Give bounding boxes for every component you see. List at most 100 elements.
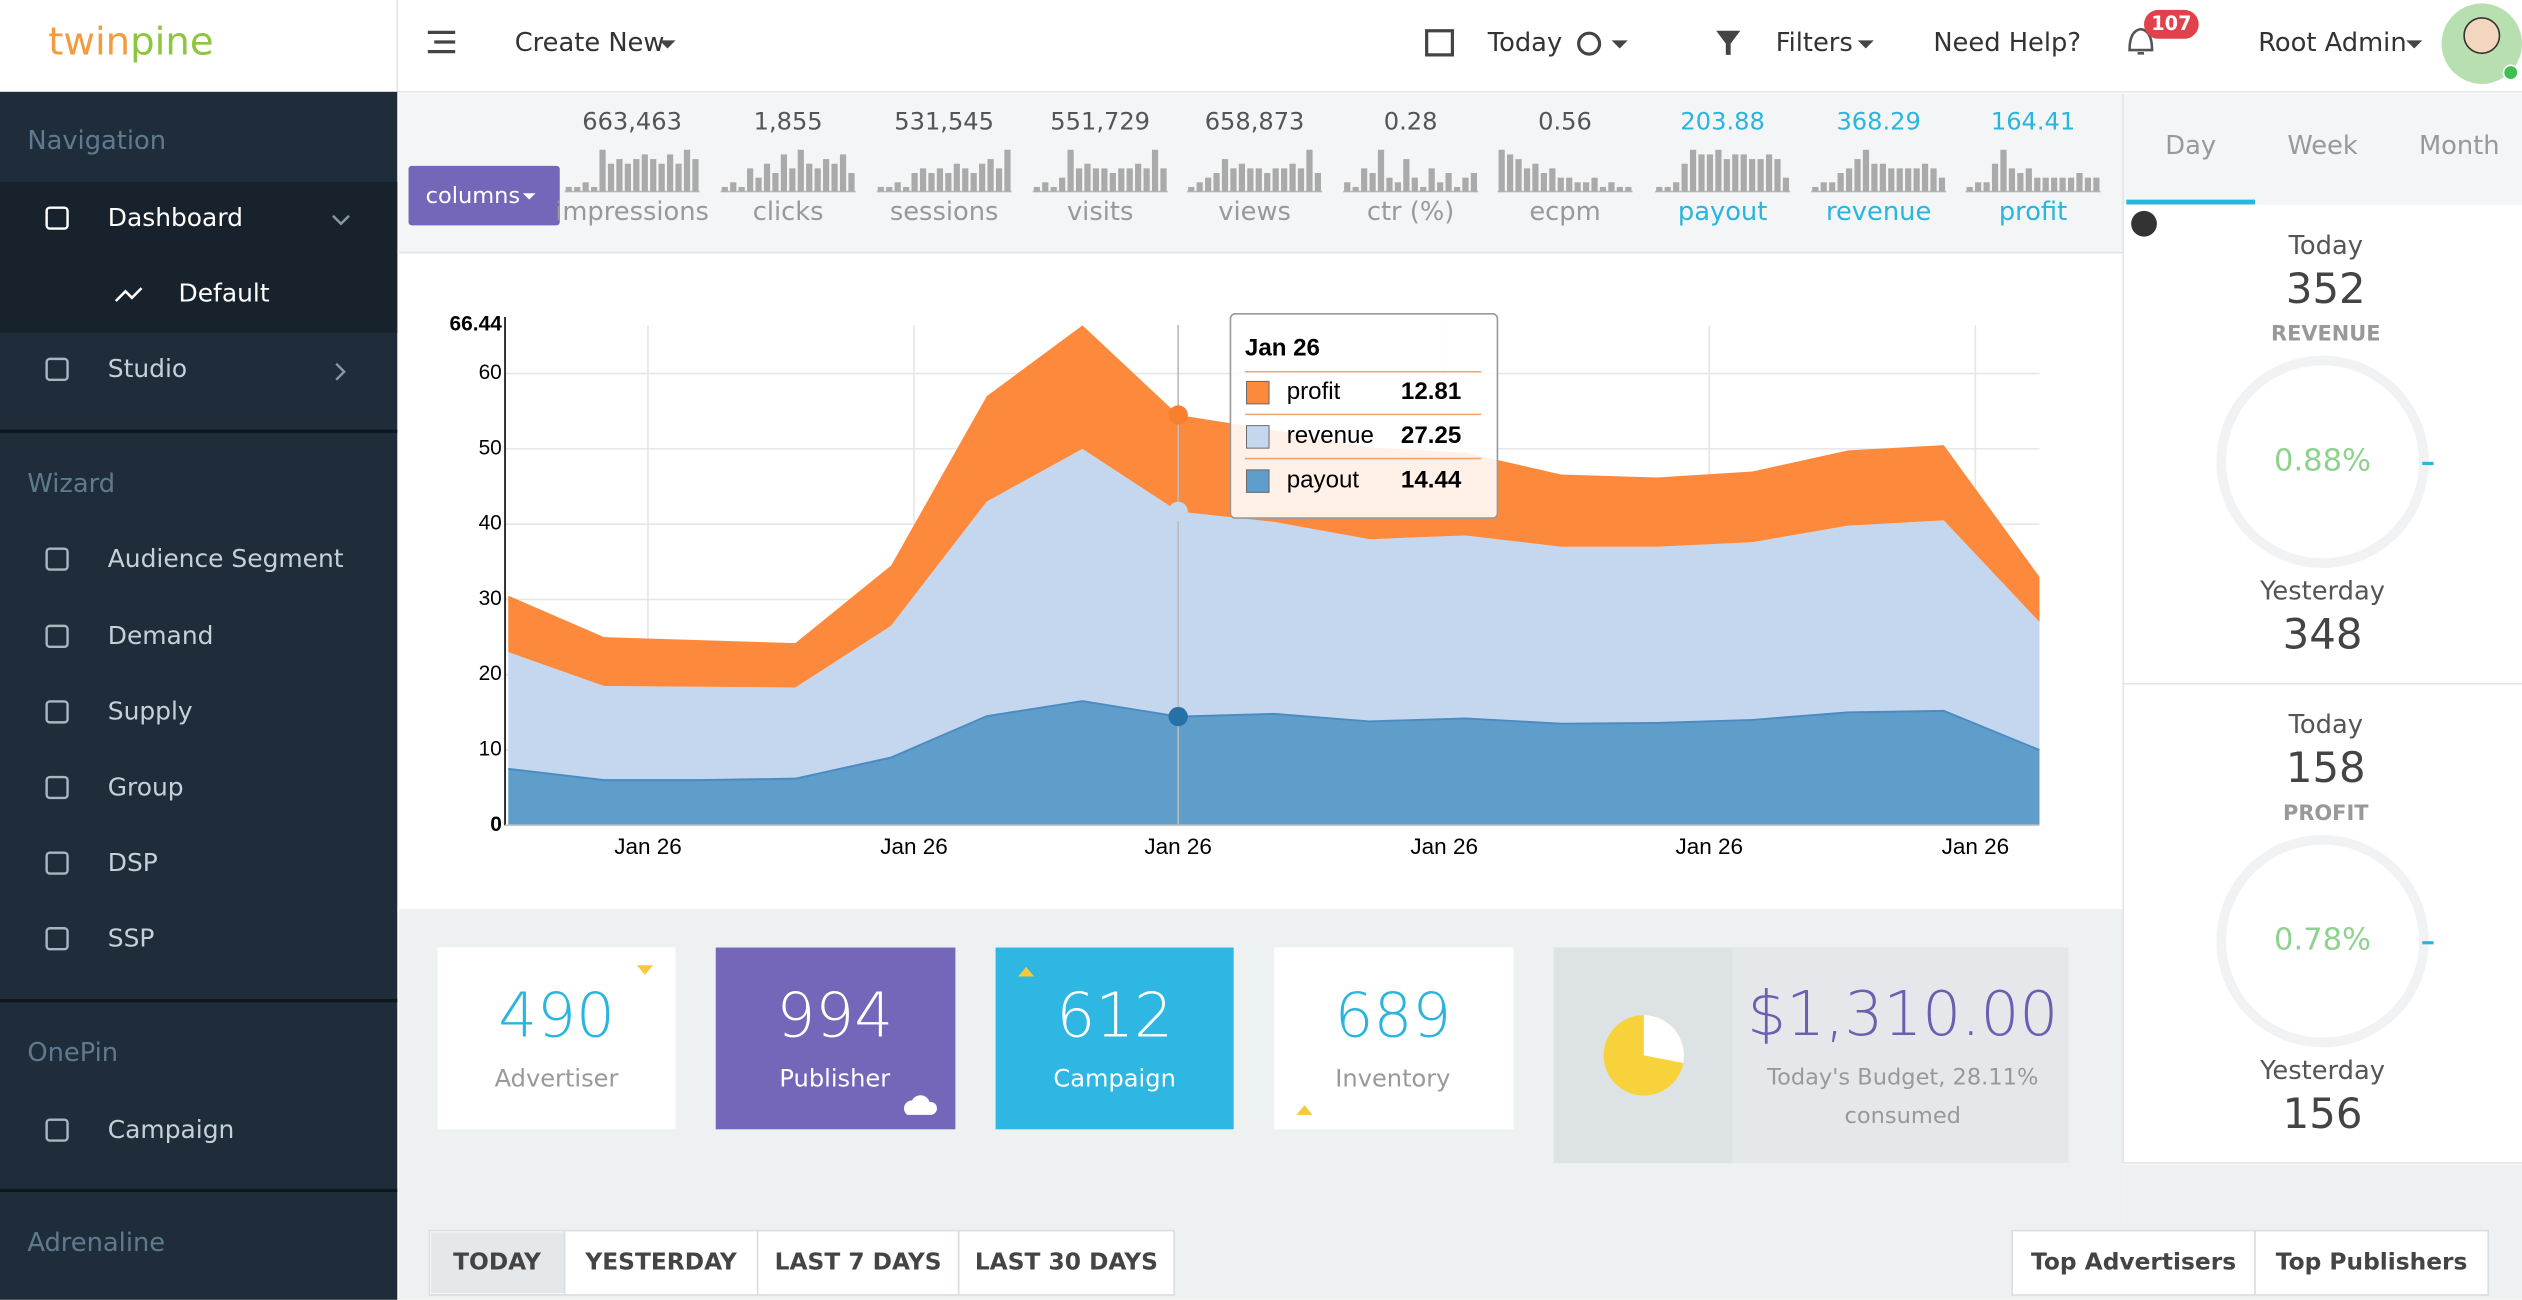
spark-bar [903, 186, 910, 192]
metric-value: 531,545 [894, 107, 994, 135]
period-tab[interactable]: Day [2165, 131, 2216, 161]
spark-bar [1782, 177, 1790, 192]
spark-bar [1921, 163, 1929, 192]
metric-label[interactable]: profit [1999, 197, 2067, 227]
spark-bar [1394, 182, 1402, 192]
spark-bar [692, 159, 699, 192]
caret [2406, 40, 2423, 49]
user-menu[interactable]: Root Admin [2258, 28, 2406, 58]
period-tab[interactable]: Week [2287, 131, 2358, 161]
tile [995, 947, 1234, 1130]
period-tab[interactable]: Month [2419, 131, 2500, 161]
spark-bar [1092, 168, 1100, 192]
spark-bar [1540, 173, 1547, 192]
sidebar-item[interactable]: Demand [108, 621, 214, 650]
spark-bar [1706, 154, 1714, 192]
metric-label[interactable]: impressions [555, 197, 709, 227]
spark-bar [823, 159, 830, 192]
range-tab[interactable]: LAST 7 DAYS [775, 1248, 942, 1275]
tooltip-swatch [1246, 380, 1270, 405]
spark-bar [1470, 173, 1478, 192]
y-tick-label: 20 [479, 662, 502, 685]
top-tab[interactable]: Top Advertisers [2031, 1248, 2236, 1275]
spark-bar [911, 173, 918, 192]
metric-label[interactable]: ctr (%) [1367, 197, 1454, 227]
tile-label: Publisher [779, 1064, 890, 1092]
spark-bar [1033, 186, 1040, 192]
sidebar-item[interactable]: Group [108, 772, 184, 801]
spark-bar [1774, 159, 1781, 192]
metric-label[interactable]: sessions [890, 197, 999, 227]
spark-bar [1591, 177, 1598, 192]
info-icon[interactable] [2131, 210, 2157, 237]
item-icon [45, 775, 69, 800]
metric-label[interactable]: payout [1678, 197, 1767, 227]
spark-bar [1854, 159, 1861, 192]
spark-bar [1205, 177, 1212, 192]
columns-button[interactable] [408, 165, 560, 226]
spark-bar [1723, 159, 1730, 192]
filter-icon [1716, 30, 1741, 55]
tile-value: 689 [1335, 980, 1452, 1051]
metric-label[interactable]: visits [1067, 197, 1133, 227]
columns-label[interactable]: columns [426, 183, 521, 209]
clock-icon [1577, 31, 1602, 56]
spark-bar [1126, 168, 1133, 192]
metric-value: 164.41 [1991, 107, 2075, 135]
spark-bar [1966, 186, 1973, 192]
sidebar-item[interactable]: DSP [108, 848, 158, 877]
metric-label[interactable]: ecpm [1529, 197, 1600, 227]
metric-label[interactable]: clicks [753, 197, 824, 227]
tile [437, 947, 676, 1130]
spark-bar [738, 186, 745, 192]
avatar-face [2463, 17, 2501, 55]
spark-bar [1289, 163, 1296, 192]
spark-bar [2059, 177, 2066, 192]
hover-dot [1168, 706, 1188, 727]
notification-count: 107 [2151, 12, 2191, 35]
metric-value: 368.29 [1836, 107, 1920, 135]
tile-label: Advertiser [495, 1064, 619, 1092]
metric-value: 0.28 [1384, 107, 1438, 135]
range-tab[interactable]: YESTERDAY [584, 1248, 738, 1275]
spark-bar [1067, 149, 1074, 192]
spark-bar [1715, 149, 1722, 192]
menu-icon[interactable] [427, 30, 456, 54]
x-tick-label: Jan 26 [614, 834, 682, 859]
spark-bar [633, 159, 640, 192]
create-new[interactable]: Create New [515, 28, 665, 58]
range-tab[interactable]: TODAY [453, 1248, 542, 1275]
top-tab[interactable]: Top Publishers [2276, 1248, 2468, 1275]
sidebar-item[interactable]: Default [179, 279, 270, 308]
x-tick-label: Jan 26 [1676, 834, 1744, 859]
spark-bar [945, 173, 952, 192]
spark-bar [1188, 186, 1195, 192]
tile-value: 994 [776, 980, 893, 1051]
spark-bar [780, 154, 787, 192]
budget-pie-slice [1643, 1015, 1684, 1064]
sidebar-item[interactable]: Audience Segment [108, 544, 344, 573]
metric-label[interactable]: revenue [1826, 197, 1931, 227]
range-tab[interactable]: LAST 30 DAYS [975, 1248, 1158, 1275]
sidebar-item[interactable]: Studio [108, 354, 187, 383]
filters[interactable]: Filters [1776, 28, 1853, 58]
spark-bar [675, 163, 682, 192]
spark-bar [763, 163, 771, 192]
tooltip-value: 12.81 [1401, 378, 1461, 405]
spark-bar [1445, 173, 1452, 192]
bell-icon[interactable] [2128, 27, 2154, 55]
sidebar-item[interactable]: Dashboard [108, 203, 243, 232]
spark-bar [1583, 182, 1590, 192]
tooltip-name: revenue [1287, 422, 1374, 449]
sidebar-item[interactable]: Supply [108, 697, 193, 726]
sidebar-item[interactable]: Campaign [108, 1115, 235, 1144]
summary-label: Today [2288, 710, 2363, 740]
help-link[interactable]: Need Help? [1933, 28, 2081, 58]
sidebar-item[interactable]: SSP [108, 924, 155, 953]
spark-bar [962, 168, 969, 192]
date-picker[interactable]: Today [1487, 28, 1562, 58]
metric-label[interactable]: views [1218, 197, 1291, 227]
spark-bar [641, 154, 648, 192]
spark-bar [2017, 173, 2024, 192]
spark-bar [1879, 163, 1886, 192]
